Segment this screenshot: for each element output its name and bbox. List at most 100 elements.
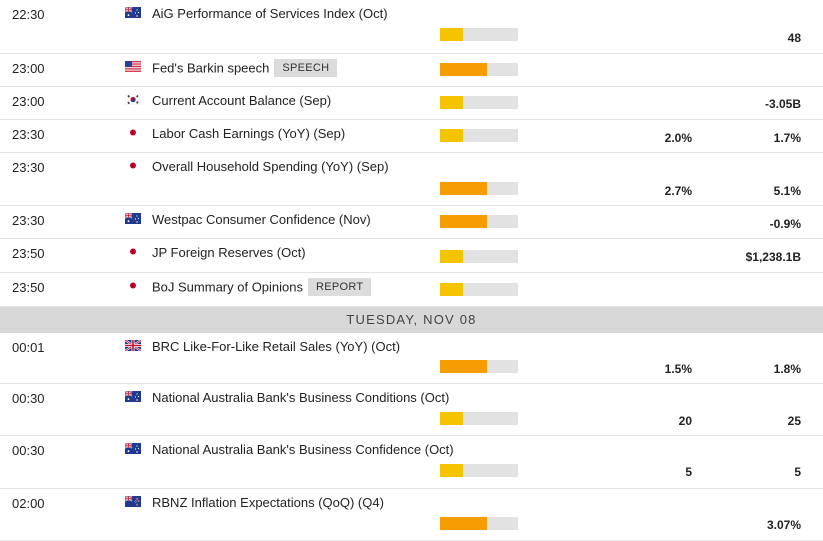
impact-bar-fill — [440, 28, 463, 41]
event-name-label: Fed's Barkin speech — [152, 60, 270, 76]
impact-bar — [440, 360, 518, 373]
jp-flag-icon — [125, 160, 141, 171]
previous-value: -0.9% — [769, 217, 801, 231]
impact-bar-fill — [440, 63, 487, 76]
kr-flag-icon — [125, 94, 141, 105]
event-name[interactable]: Current Account Balance (Sep) — [152, 93, 331, 109]
au-flag-icon — [125, 391, 141, 402]
impact-bar-fill — [440, 464, 463, 477]
day-header: TUESDAY, NOV 08 — [0, 307, 823, 333]
event-time: 23:30 — [12, 160, 45, 175]
au-flag-icon — [125, 443, 141, 454]
jp-flag-icon — [125, 280, 141, 291]
calendar-row[interactable]: 23:30 Labor Cash Earnings (YoY) (Sep) 2.0%… — [0, 120, 823, 153]
event-name[interactable]: RBNZ Inflation Expectations (QoQ) (Q4) — [152, 495, 384, 511]
event-time: 23:00 — [12, 61, 45, 76]
previous-value: 1.7% — [773, 131, 801, 145]
calendar-row[interactable]: 02:00 RBNZ Inflation Expectations (QoQ) (… — [0, 489, 823, 541]
au-flag-icon — [125, 213, 141, 224]
impact-bar — [440, 63, 518, 76]
impact-bar-fill — [440, 129, 463, 142]
impact-bar — [440, 250, 518, 263]
consensus-value: 2.0% — [664, 131, 692, 145]
calendar-row[interactable]: 23:50 JP Foreign Reserves (Oct) $1,238.1B — [0, 239, 823, 273]
event-time: 23:00 — [12, 94, 45, 109]
previous-value: 3.07% — [766, 518, 801, 532]
event-name[interactable]: National Australia Bank's Business Condi… — [152, 390, 449, 406]
event-name[interactable]: Overall Household Spending (YoY) (Sep) — [152, 159, 389, 175]
calendar-row[interactable]: 23:50 BoJ Summary of Opinions REPORT — [0, 273, 823, 307]
event-time: 00:01 — [12, 340, 45, 355]
event-name-label: BoJ Summary of Opinions — [152, 279, 304, 295]
previous-value: 1.8% — [773, 362, 801, 376]
au-flag-icon — [125, 7, 141, 18]
calendar-row[interactable]: 23:30 Overall Household Spending (YoY) (S… — [0, 153, 823, 206]
event-time: 02:00 — [12, 496, 45, 511]
consensus-value: 20 — [678, 414, 692, 428]
event-tag-badge: SPEECH — [274, 59, 338, 77]
impact-bar — [440, 96, 518, 109]
impact-bar-fill — [440, 283, 463, 296]
previous-value: 48 — [787, 31, 801, 45]
consensus-value: 1.5% — [664, 362, 692, 376]
impact-bar — [440, 517, 518, 530]
event-time: 23:30 — [12, 127, 45, 142]
event-name-label: National Australia Bank's Business Confi… — [152, 442, 454, 457]
calendar-row[interactable]: 00:30 National Australia Bank's Business … — [0, 436, 823, 489]
event-name-label: AiG Performance of Services Index (Oct) — [152, 6, 388, 21]
consensus-value: 5 — [685, 465, 692, 479]
event-name[interactable]: AiG Performance of Services Index (Oct) — [152, 6, 388, 22]
impact-bar — [440, 182, 518, 195]
impact-bar-fill — [440, 412, 463, 425]
impact-bar-fill — [440, 182, 487, 195]
event-time: 00:30 — [12, 391, 45, 406]
event-name[interactable]: BoJ Summary of Opinions REPORT — [152, 278, 372, 297]
event-name[interactable]: Labor Cash Earnings (YoY) (Sep) — [152, 126, 345, 142]
nz-flag-icon — [125, 496, 141, 507]
consensus-value: 2.7% — [664, 184, 692, 198]
impact-bar — [440, 283, 518, 296]
jp-flag-icon — [125, 127, 141, 138]
event-name-label: Westpac Consumer Confidence (Nov) — [152, 212, 371, 227]
calendar-row[interactable]: 00:01 BRC Like-For-Like Retail Sales (YoY… — [0, 333, 823, 384]
event-name[interactable]: National Australia Bank's Business Confi… — [152, 442, 454, 458]
event-time: 23:30 — [12, 213, 45, 228]
event-time: 23:50 — [12, 246, 45, 261]
impact-bar-fill — [440, 250, 463, 263]
event-name-label: JP Foreign Reserves (Oct) — [152, 245, 306, 260]
event-name-label: Labor Cash Earnings (YoY) (Sep) — [152, 126, 346, 141]
calendar-row[interactable]: 23:00 Current Account Balance (Sep) -3.05B — [0, 87, 823, 120]
calendar-row[interactable]: 23:00 Fed's Barkin speech SPEECH — [0, 54, 823, 87]
event-time: 00:30 — [12, 443, 45, 458]
event-time: 22:30 — [12, 7, 45, 22]
impact-bar — [440, 129, 518, 142]
impact-bar-fill — [440, 360, 487, 373]
event-name-label: BRC Like-For-Like Retail Sales (YoY) (Oc… — [152, 339, 401, 354]
previous-value: 25 — [787, 414, 801, 428]
gb-flag-icon — [125, 340, 141, 351]
event-name[interactable]: BRC Like-For-Like Retail Sales (YoY) (Oc… — [152, 339, 400, 355]
impact-bar — [440, 28, 518, 41]
previous-value: -3.05B — [764, 97, 801, 111]
impact-bar-fill — [440, 517, 487, 530]
event-name-label: Overall Household Spending (YoY) (Sep) — [152, 159, 389, 174]
event-name[interactable]: Fed's Barkin speech SPEECH — [152, 59, 338, 78]
previous-value: $1,238.1B — [745, 250, 801, 264]
previous-value: 5.1% — [773, 184, 801, 198]
calendar-row[interactable]: 23:30 Westpac Consumer Confidence (Nov) -0… — [0, 206, 823, 239]
event-tag-badge: REPORT — [308, 278, 372, 296]
jp-flag-icon — [125, 246, 141, 257]
impact-bar — [440, 215, 518, 228]
event-name-label: Current Account Balance (Sep) — [152, 93, 332, 108]
event-name-label: RBNZ Inflation Expectations (QoQ) (Q4) — [152, 495, 384, 510]
calendar-row[interactable]: 00:30 National Australia Bank's Business … — [0, 384, 823, 436]
event-time: 23:50 — [12, 280, 45, 295]
event-name[interactable]: Westpac Consumer Confidence (Nov) — [152, 212, 371, 228]
impact-bar-fill — [440, 96, 463, 109]
calendar-row[interactable]: 22:30 AiG Performance of Services Index (… — [0, 0, 823, 54]
previous-value: 5 — [794, 465, 801, 479]
impact-bar — [440, 412, 518, 425]
impact-bar-fill — [440, 215, 487, 228]
event-name[interactable]: JP Foreign Reserves (Oct) — [152, 245, 306, 261]
event-name-label: National Australia Bank's Business Condi… — [152, 390, 450, 405]
